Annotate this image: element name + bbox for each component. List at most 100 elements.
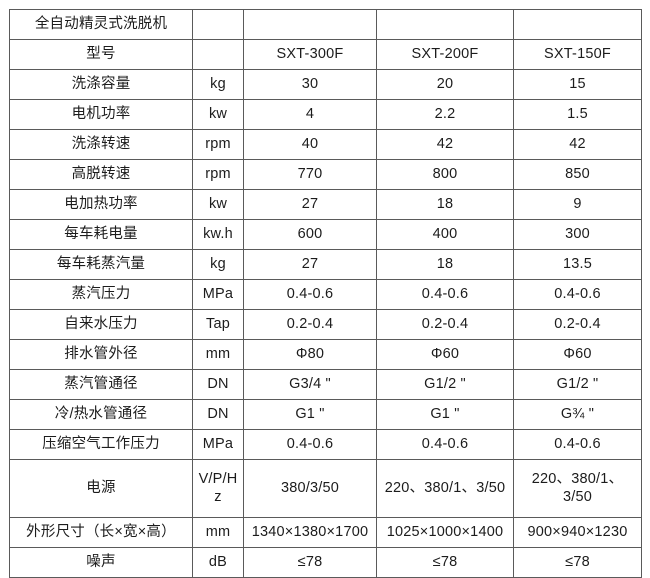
unit-label-line2: z xyxy=(214,488,222,505)
table-row: 电源 V/P/H z 380/3/50 220、380/1、3/50 220、380/1、… xyxy=(9,459,642,518)
spec-value: ≤78 xyxy=(376,547,514,578)
product-title: 全自动精灵式洗脱机 xyxy=(9,9,193,40)
spec-value: 0.2-0.4 xyxy=(243,309,377,340)
table-row: 洗涤转速 rpm 40 42 42 xyxy=(9,129,642,160)
table-row: 自来水压力 Tap 0.2-0.4 0.2-0.4 0.2-0.4 xyxy=(9,309,642,340)
spec-value: 0.4-0.6 xyxy=(513,279,642,310)
spec-value: 30 xyxy=(243,69,377,100)
spec-value: 27 xyxy=(243,249,377,280)
spec-value: 20 xyxy=(376,69,514,100)
spec-value: 0.2-0.4 xyxy=(376,309,514,340)
spec-value: 9 xyxy=(513,189,642,220)
spec-value: Φ60 xyxy=(376,339,514,370)
model-header-1: SXT-300F xyxy=(243,39,377,70)
spec-value: G1/2 " xyxy=(513,369,642,400)
spec-value: 4 xyxy=(243,99,377,130)
table-row: 冷/热水管通径 DN G1 " G1 " G¾ " xyxy=(9,399,642,430)
unit-label: rpm xyxy=(192,159,244,190)
spec-value: ≤78 xyxy=(513,547,642,578)
param-label: 每车耗蒸汽量 xyxy=(9,249,193,280)
spec-value: G1 " xyxy=(243,399,377,430)
unit-label: mm xyxy=(192,339,244,370)
table-row: 每车耗蒸汽量 kg 27 18 13.5 xyxy=(9,249,642,280)
param-label: 蒸汽压力 xyxy=(9,279,193,310)
spec-value: 0.4-0.6 xyxy=(376,429,514,460)
spec-value: 400 xyxy=(376,219,514,250)
spec-value: G1/2 " xyxy=(376,369,514,400)
unit-label: MPa xyxy=(192,429,244,460)
model-header-3: SXT-150F xyxy=(513,39,642,70)
model-header-label: 型号 xyxy=(9,39,193,70)
param-label: 电源 xyxy=(9,459,193,518)
spec-table-body: 全自动精灵式洗脱机 型号 SXT-300F SXT-200F SXT-150F 洗涤容量 k… xyxy=(9,9,642,578)
param-label: 电机功率 xyxy=(9,99,193,130)
spec-value: 0.4-0.6 xyxy=(243,429,377,460)
table-row: 电加热功率 kw 27 18 9 xyxy=(9,189,642,220)
spec-value: 40 xyxy=(243,129,377,160)
spec-value: 770 xyxy=(243,159,377,190)
spec-value: G¾ " xyxy=(513,399,642,430)
param-label: 洗涤容量 xyxy=(9,69,193,100)
param-label: 蒸汽管通径 xyxy=(9,369,193,400)
spec-value: 1.5 xyxy=(513,99,642,130)
unit-label: kg xyxy=(192,249,244,280)
table-row: 噪声 dB ≤78 ≤78 ≤78 xyxy=(9,547,642,578)
spec-value: 850 xyxy=(513,159,642,190)
table-row: 蒸汽压力 MPa 0.4-0.6 0.4-0.6 0.4-0.6 xyxy=(9,279,642,310)
unit-label: kg xyxy=(192,69,244,100)
table-row: 每车耗电量 kw.h 600 400 300 xyxy=(9,219,642,250)
unit-label: rpm xyxy=(192,129,244,160)
spec-value: 18 xyxy=(376,189,514,220)
param-label: 自来水压力 xyxy=(9,309,193,340)
washer-extractor-spec-table: 全自动精灵式洗脱机 型号 SXT-300F SXT-200F SXT-150F 洗涤容量 k… xyxy=(9,9,642,578)
spec-value: G1 " xyxy=(376,399,514,430)
table-row: 排水管外径 mm Φ80 Φ60 Φ60 xyxy=(9,339,642,370)
spec-value: 1340×1380×1700 xyxy=(243,517,377,548)
title-row-blank-2 xyxy=(376,9,514,40)
spec-value: 42 xyxy=(376,129,514,160)
spec-value: 300 xyxy=(513,219,642,250)
table-row-title: 全自动精灵式洗脱机 xyxy=(9,9,642,40)
param-label: 高脱转速 xyxy=(9,159,193,190)
unit-label: DN xyxy=(192,399,244,430)
param-label: 冷/热水管通径 xyxy=(9,399,193,430)
spec-value: 13.5 xyxy=(513,249,642,280)
spec-value: G3/4 " xyxy=(243,369,377,400)
spec-value: 380/3/50 xyxy=(243,459,377,518)
spec-value: 0.2-0.4 xyxy=(513,309,642,340)
spec-value: ≤78 xyxy=(243,547,377,578)
title-row-unit-blank xyxy=(192,9,244,40)
table-row: 蒸汽管通径 DN G3/4 " G1/2 " G1/2 " xyxy=(9,369,642,400)
unit-label: kw xyxy=(192,99,244,130)
model-header-2: SXT-200F xyxy=(376,39,514,70)
title-row-blank-3 xyxy=(513,9,642,40)
spec-value: 600 xyxy=(243,219,377,250)
table-row: 电机功率 kw 4 2.2 1.5 xyxy=(9,99,642,130)
spec-value: 42 xyxy=(513,129,642,160)
model-header-unit-blank xyxy=(192,39,244,70)
spec-value: 0.4-0.6 xyxy=(243,279,377,310)
spec-value: 0.4-0.6 xyxy=(376,279,514,310)
param-label: 洗涤转速 xyxy=(9,129,193,160)
param-label: 外形尺寸（长×宽×高） xyxy=(9,517,193,548)
unit-label: DN xyxy=(192,369,244,400)
spec-value: 220、380/1、3/50 xyxy=(513,459,642,518)
unit-label-line1: V/P/H xyxy=(198,470,238,487)
unit-label: dB xyxy=(192,547,244,578)
spec-value: 1025×1000×1400 xyxy=(376,517,514,548)
unit-label: kw.h xyxy=(192,219,244,250)
spec-value: 220、380/1、3/50 xyxy=(376,459,514,518)
param-label: 电加热功率 xyxy=(9,189,193,220)
unit-label: mm xyxy=(192,517,244,548)
table-row: 洗涤容量 kg 30 20 15 xyxy=(9,69,642,100)
spec-value: Φ80 xyxy=(243,339,377,370)
table-row: 高脱转速 rpm 770 800 850 xyxy=(9,159,642,190)
spec-value: Φ60 xyxy=(513,339,642,370)
spec-value: 0.4-0.6 xyxy=(513,429,642,460)
spec-value: 800 xyxy=(376,159,514,190)
spec-value: 15 xyxy=(513,69,642,100)
table-row-model-header: 型号 SXT-300F SXT-200F SXT-150F xyxy=(9,39,642,70)
param-label: 压缩空气工作压力 xyxy=(9,429,193,460)
title-row-blank-1 xyxy=(243,9,377,40)
param-label: 每车耗电量 xyxy=(9,219,193,250)
